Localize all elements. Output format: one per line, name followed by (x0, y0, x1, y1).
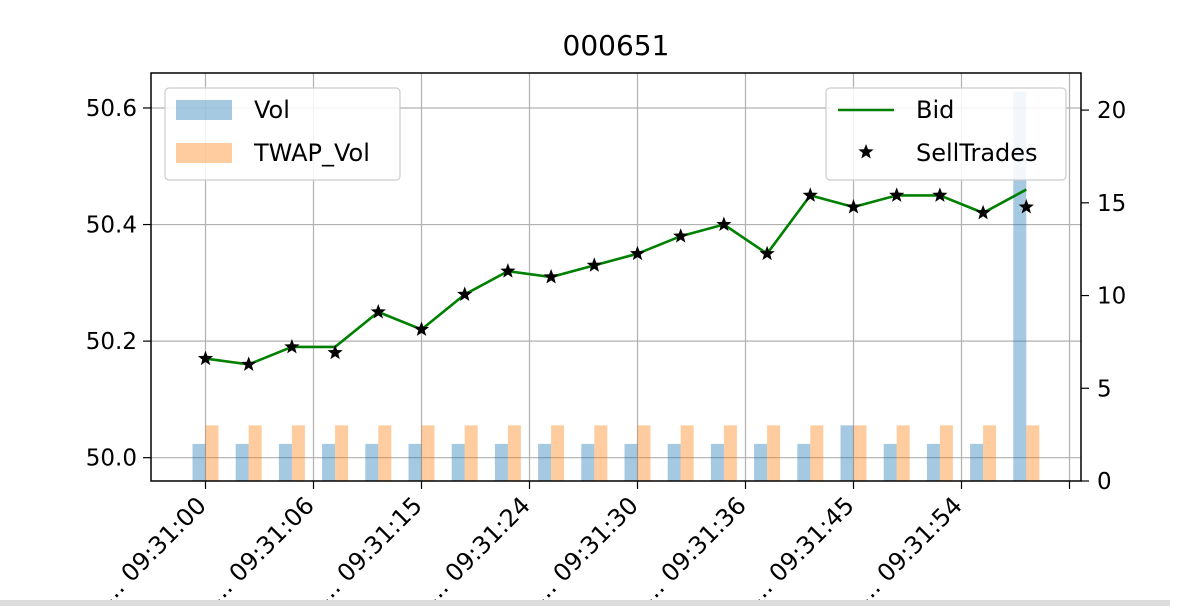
twap-vol-bar (551, 425, 565, 481)
y-right-tick-label: 0 (1097, 469, 1112, 495)
vol-bar (365, 443, 379, 481)
vol-bar (322, 443, 336, 481)
x-tick-label: ... 09:31:30 (526, 491, 644, 606)
vol-bar (581, 443, 595, 481)
vol-bar (883, 443, 897, 481)
twap-vol-bar (507, 425, 521, 481)
vol-bar (797, 443, 811, 481)
sell-trade-marker (1018, 199, 1034, 214)
plot-frame (150, 72, 1082, 482)
y-right-tick-label: 10 (1097, 284, 1126, 310)
sell-trade-marker (716, 216, 732, 232)
sell-trade-marker (241, 356, 257, 371)
vol-bar (710, 443, 724, 481)
volume-bars (192, 91, 1040, 481)
vol-bar (494, 443, 508, 481)
legend-volume: Vol TWAP_Vol (164, 87, 401, 181)
sell-trade-marker (500, 263, 516, 278)
sell-trade-marker (284, 338, 300, 354)
sell-trade-marker (629, 245, 646, 261)
legend-label-sell-trades: SellTrades (916, 139, 1038, 167)
vol-bar (235, 443, 249, 481)
twap-vol-bar (248, 425, 262, 481)
vol-bar (1013, 91, 1027, 481)
vol-bar (538, 443, 552, 481)
vol-bar (840, 425, 854, 481)
x-tick-label: ... 09:31:36 (634, 491, 752, 606)
twap-vol-bar (291, 425, 305, 481)
vol-bar (408, 443, 422, 481)
twap-vol-bar (637, 425, 651, 481)
y-left-tick-label: 50.2 (86, 329, 137, 355)
twap-vol-bar (767, 425, 781, 481)
y-right-tick-label: 15 (1097, 191, 1126, 217)
sell-trade-marker (370, 303, 386, 319)
legend-box (164, 87, 401, 181)
vol-bar (754, 443, 768, 481)
y-left-tick-label: 50.6 (86, 96, 137, 122)
chart-title: 000651 (563, 29, 670, 62)
legend-price: Bid SellTrades (825, 87, 1067, 181)
twap-vol-bar (594, 425, 608, 481)
x-tick-label: ... 09:31:06 (202, 491, 320, 606)
sell-trade-marker (543, 269, 559, 284)
sell-trade-marker (673, 228, 689, 243)
twap-vol-bar (1026, 425, 1040, 481)
twap-vol-bar (378, 425, 392, 481)
y-left-tick-label: 50.0 (86, 446, 137, 472)
x-tick-label: ... 09:31:15 (310, 491, 428, 606)
vol-bar (451, 443, 465, 481)
sell-trade-marker (975, 204, 991, 220)
sell-trade-marker (802, 187, 818, 202)
x-tick-label: ... 09:31:00 (94, 491, 212, 606)
y-left-tick-label: 50.4 (86, 213, 137, 239)
sell-trade-marker (197, 350, 214, 366)
vol-bar (278, 443, 292, 481)
vol-bar (192, 443, 206, 481)
legend-label-bid: Bid (916, 96, 954, 124)
sell-trade-marker (586, 257, 602, 272)
vol-bar (624, 443, 638, 481)
sell-trade-marker (327, 344, 343, 360)
sell-trade-marker (932, 187, 948, 202)
x-tick-label: ... 09:31:54 (850, 491, 968, 606)
horizontal-scrollbar[interactable] (0, 600, 1170, 606)
legend-swatch-vol (176, 100, 232, 120)
twap-vol-bar (680, 425, 694, 481)
sell-trade-marker (759, 245, 775, 261)
twap-vol-bar (896, 425, 910, 481)
vol-bar (926, 443, 940, 481)
sell-trade-marker (413, 321, 430, 336)
vol-bar (970, 443, 984, 481)
legend-swatch-twap-vol (176, 143, 232, 163)
bid-line (205, 188, 1027, 366)
legend-label-twap-vol: TWAP_Vol (253, 139, 370, 167)
twap-vol-bar (810, 425, 824, 481)
sell-trade-markers (197, 187, 1034, 371)
twap-vol-bar (205, 425, 219, 481)
twap-vol-bar (464, 425, 478, 481)
twap-vol-bar (421, 425, 435, 481)
y-right-tick-label: 5 (1097, 376, 1112, 402)
legend-swatch-sell-trades (858, 144, 874, 159)
sell-trade-marker (845, 199, 862, 214)
twap-vol-bar (853, 425, 867, 481)
twap-vol-bar (939, 425, 953, 481)
x-tick-label: ... 09:31:24 (418, 491, 536, 606)
sell-trade-marker (889, 187, 905, 202)
twap-vol-bar (335, 425, 349, 481)
x-tick-label: ... 09:31:45 (742, 491, 860, 606)
y-right-tick-label: 20 (1097, 98, 1126, 124)
twap-vol-bar (723, 425, 737, 481)
bid-line-layer (205, 188, 1027, 366)
legend-label-vol: Vol (254, 96, 290, 124)
sell-trade-marker (457, 286, 473, 301)
twap-vol-bar (983, 425, 997, 481)
vol-bar (667, 443, 681, 481)
